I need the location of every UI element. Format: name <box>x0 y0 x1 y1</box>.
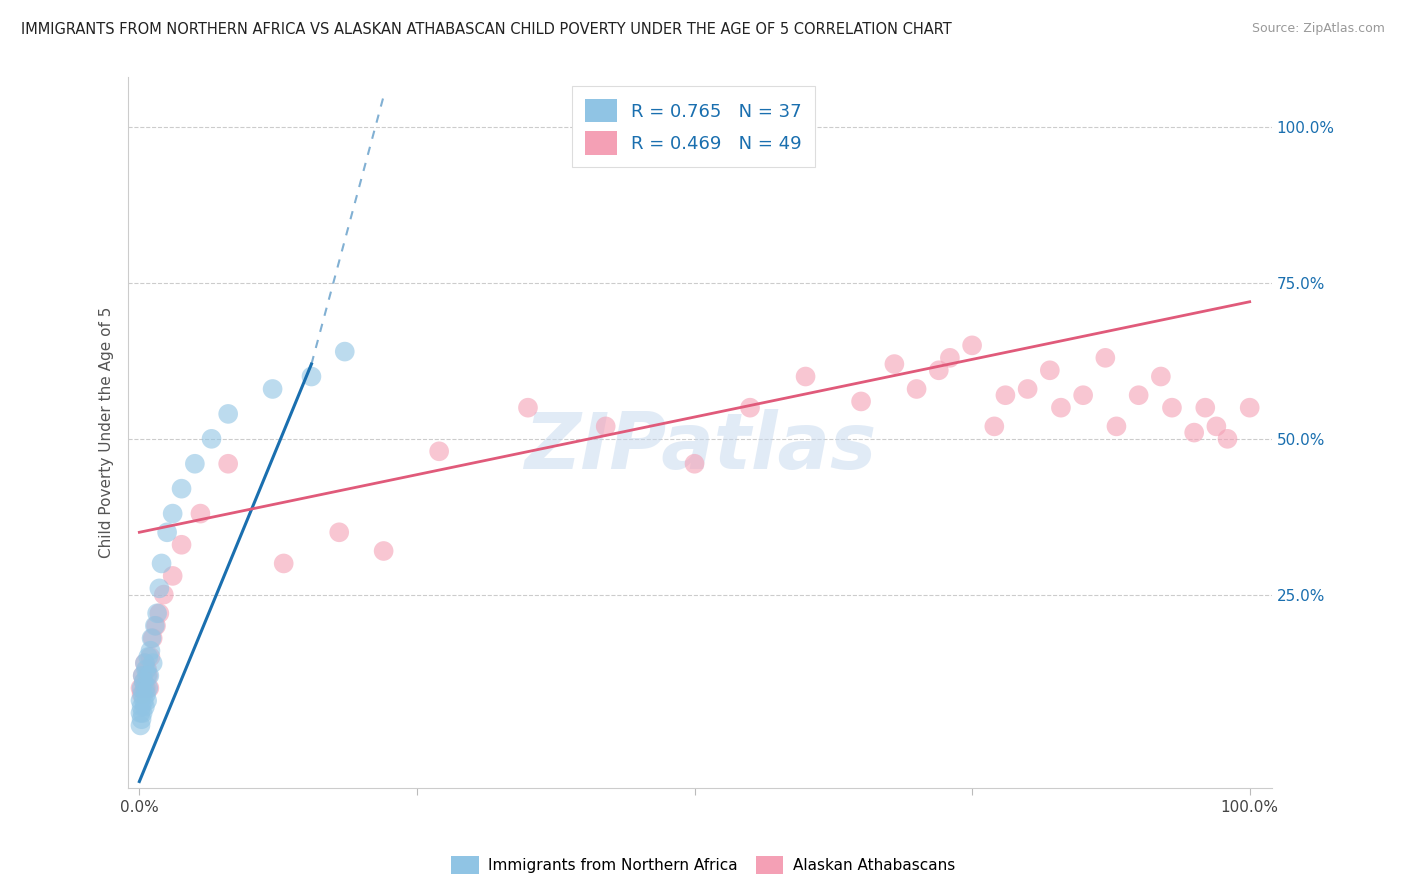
Point <box>131 668 153 682</box>
Point <box>301 369 323 384</box>
Point <box>136 681 159 695</box>
Point <box>162 507 184 521</box>
Point <box>1105 419 1128 434</box>
Point <box>1216 432 1239 446</box>
Point <box>738 401 761 415</box>
Point <box>131 706 153 720</box>
Point <box>143 619 166 633</box>
Point <box>134 681 156 695</box>
Point <box>1182 425 1205 440</box>
Point <box>217 407 239 421</box>
Point <box>1071 388 1094 402</box>
Point <box>1128 388 1150 402</box>
Point <box>132 693 155 707</box>
Point <box>139 649 162 664</box>
Point <box>148 582 170 596</box>
Point <box>517 401 540 415</box>
Point <box>983 419 1005 434</box>
Point <box>595 419 617 434</box>
Point <box>134 656 156 670</box>
Point <box>1050 401 1073 415</box>
Legend: Immigrants from Northern Africa, Alaskan Athabascans: Immigrants from Northern Africa, Alaskan… <box>446 850 960 880</box>
Point <box>142 656 165 670</box>
Point <box>273 557 295 571</box>
Point <box>131 687 153 701</box>
Point <box>145 619 167 633</box>
Point <box>136 662 159 676</box>
Point <box>939 351 962 365</box>
Point <box>132 674 155 689</box>
Point <box>156 525 179 540</box>
Point <box>129 706 152 720</box>
Point <box>333 344 356 359</box>
Point <box>135 662 157 676</box>
Point <box>131 699 153 714</box>
Point <box>200 432 222 446</box>
Point <box>170 482 193 496</box>
Point <box>129 718 152 732</box>
Point <box>162 569 184 583</box>
Y-axis label: Child Poverty Under the Age of 5: Child Poverty Under the Age of 5 <box>100 307 114 558</box>
Point <box>217 457 239 471</box>
Point <box>427 444 450 458</box>
Point <box>141 631 163 645</box>
Point <box>131 712 153 726</box>
Point <box>148 607 170 621</box>
Point <box>129 693 152 707</box>
Point <box>1039 363 1062 377</box>
Point <box>905 382 928 396</box>
Point <box>184 457 207 471</box>
Point <box>883 357 905 371</box>
Point <box>152 588 174 602</box>
Point <box>146 607 169 621</box>
Point <box>328 525 350 540</box>
Point <box>960 338 983 352</box>
Point <box>1239 401 1261 415</box>
Legend: R = 0.765   N = 37, R = 0.469   N = 49: R = 0.765 N = 37, R = 0.469 N = 49 <box>572 87 814 167</box>
Text: ZIPatlas: ZIPatlas <box>524 409 876 485</box>
Point <box>1017 382 1039 396</box>
Point <box>131 687 153 701</box>
Point <box>1194 401 1216 415</box>
Point <box>138 681 160 695</box>
Point <box>190 507 212 521</box>
Point <box>794 369 817 384</box>
Point <box>138 668 160 682</box>
Text: Source: ZipAtlas.com: Source: ZipAtlas.com <box>1251 22 1385 36</box>
Point <box>142 631 165 645</box>
Point <box>134 656 156 670</box>
Point <box>136 668 159 682</box>
Point <box>150 557 173 571</box>
Point <box>134 699 156 714</box>
Point <box>1205 419 1227 434</box>
Point <box>994 388 1017 402</box>
Point <box>1150 369 1173 384</box>
Point <box>135 681 157 695</box>
Point <box>139 643 162 657</box>
Point <box>132 674 155 689</box>
Point <box>131 668 153 682</box>
Point <box>928 363 950 377</box>
Point <box>849 394 872 409</box>
Point <box>136 649 159 664</box>
Point <box>1161 401 1184 415</box>
Point <box>373 544 395 558</box>
Point <box>170 538 193 552</box>
Point <box>1094 351 1116 365</box>
Point <box>262 382 284 396</box>
Point <box>131 681 153 695</box>
Point <box>136 668 159 682</box>
Point <box>683 457 706 471</box>
Point <box>135 687 157 701</box>
Point <box>136 693 159 707</box>
Point <box>129 681 152 695</box>
Text: IMMIGRANTS FROM NORTHERN AFRICA VS ALASKAN ATHABASCAN CHILD POVERTY UNDER THE AG: IMMIGRANTS FROM NORTHERN AFRICA VS ALASK… <box>21 22 952 37</box>
